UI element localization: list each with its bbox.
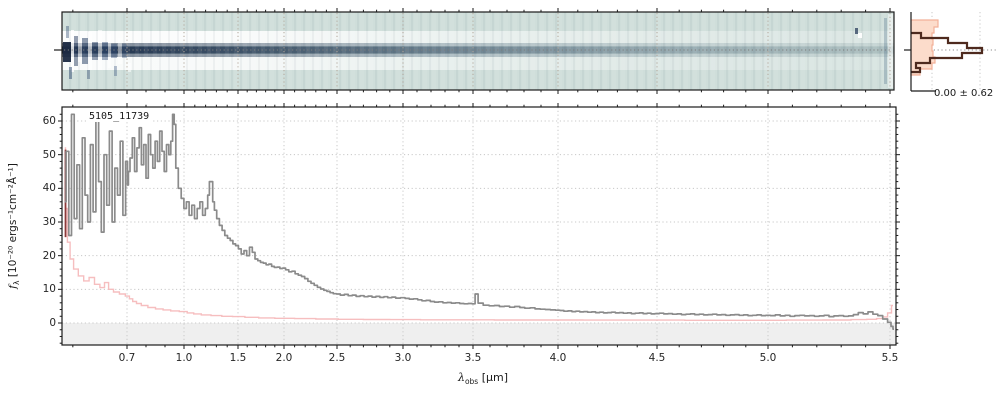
- x-axis-label-subscript: obs: [464, 377, 479, 387]
- 2d-noise-speckle: [111, 44, 117, 58]
- 2d-column-noise: [62, 12, 894, 90]
- y-tick-label: 10: [42, 283, 56, 296]
- 2d-noise-speckle: [114, 66, 117, 76]
- 2d-noise-speckle: [74, 36, 78, 66]
- y-axis-label-symbol: f: [7, 284, 19, 289]
- 2d-noise-speckle: [108, 34, 111, 68]
- uncertainty-curve: [64, 147, 893, 321]
- 2d-noise-speckle: [92, 42, 98, 60]
- 2d-noise-speckle: [858, 33, 862, 38]
- x-tick-label: 4.5: [648, 352, 666, 364]
- y-tick-label: 60: [42, 114, 56, 127]
- x-tick-label: 3.0: [394, 352, 412, 364]
- spectrum-2d-panel: [54, 11, 895, 91]
- x-axis-label-unit: [μm]: [478, 371, 509, 384]
- 2d-noise-speckle: [88, 32, 92, 70]
- y-tick-label: 20: [42, 249, 56, 262]
- 2d-noise-speckle: [98, 30, 102, 70]
- y-tick-label: 0: [49, 317, 56, 329]
- data-layer: [64, 113, 894, 330]
- axis-ticks: [58, 8, 900, 349]
- noise-histogram-panel: [904, 12, 996, 92]
- x-tick-label: 1.0: [175, 352, 193, 364]
- 2d-noise-speckle: [71, 30, 74, 72]
- y-tick-label: 40: [42, 182, 56, 195]
- histogram-stats-label: 0.00 ± 0.62: [934, 88, 994, 99]
- 2d-noise-speckle: [122, 44, 127, 58]
- source-id-label: 5105_11739: [87, 111, 152, 122]
- hist-outline-distribution: [911, 31, 984, 74]
- spectrum-1d-panel: [61, 106, 897, 346]
- x-tick-label: 2.5: [328, 352, 346, 364]
- 2d-noise-speckle: [102, 42, 108, 60]
- 2d-noise-speckle: [118, 38, 122, 64]
- x-tick-label: 4.0: [549, 352, 567, 364]
- x-tick-label: 3.5: [464, 352, 482, 364]
- 2d-noise-speckle: [66, 26, 69, 38]
- x-axis-label-symbol: λ: [457, 371, 465, 384]
- 2d-noise-speckle: [128, 63, 131, 72]
- y-axis-label-unit: [10⁻²⁰ ergs⁻¹cm⁻²Å⁻¹]: [7, 163, 19, 281]
- 2d-noise-speckle: [855, 28, 858, 34]
- 2d-noise-speckle: [69, 67, 72, 79]
- spectrum-curve: [64, 113, 894, 330]
- 2d-noise-speckle: [63, 42, 71, 62]
- x-tick-label: 5.5: [881, 352, 899, 364]
- 2d-noise-speckle: [884, 18, 887, 84]
- x-tick-label: 0.7: [118, 352, 136, 364]
- 2d-noise-speckle: [82, 38, 88, 64]
- y-tick-label: 30: [42, 215, 56, 228]
- x-axis-label: λobs [μm]: [438, 371, 528, 386]
- x-tick-label: 2.0: [275, 352, 293, 364]
- 2d-noise-speckle: [87, 70, 90, 79]
- x-tick-label: 5.0: [759, 352, 777, 364]
- main-spines: [61, 106, 897, 346]
- x-tick-label: 1.5: [229, 352, 247, 364]
- below-zero-band: [62, 323, 896, 345]
- 2d-noise-speckle: [78, 40, 82, 62]
- y-tick-label: 50: [42, 148, 56, 161]
- 2d-spines: [61, 11, 895, 91]
